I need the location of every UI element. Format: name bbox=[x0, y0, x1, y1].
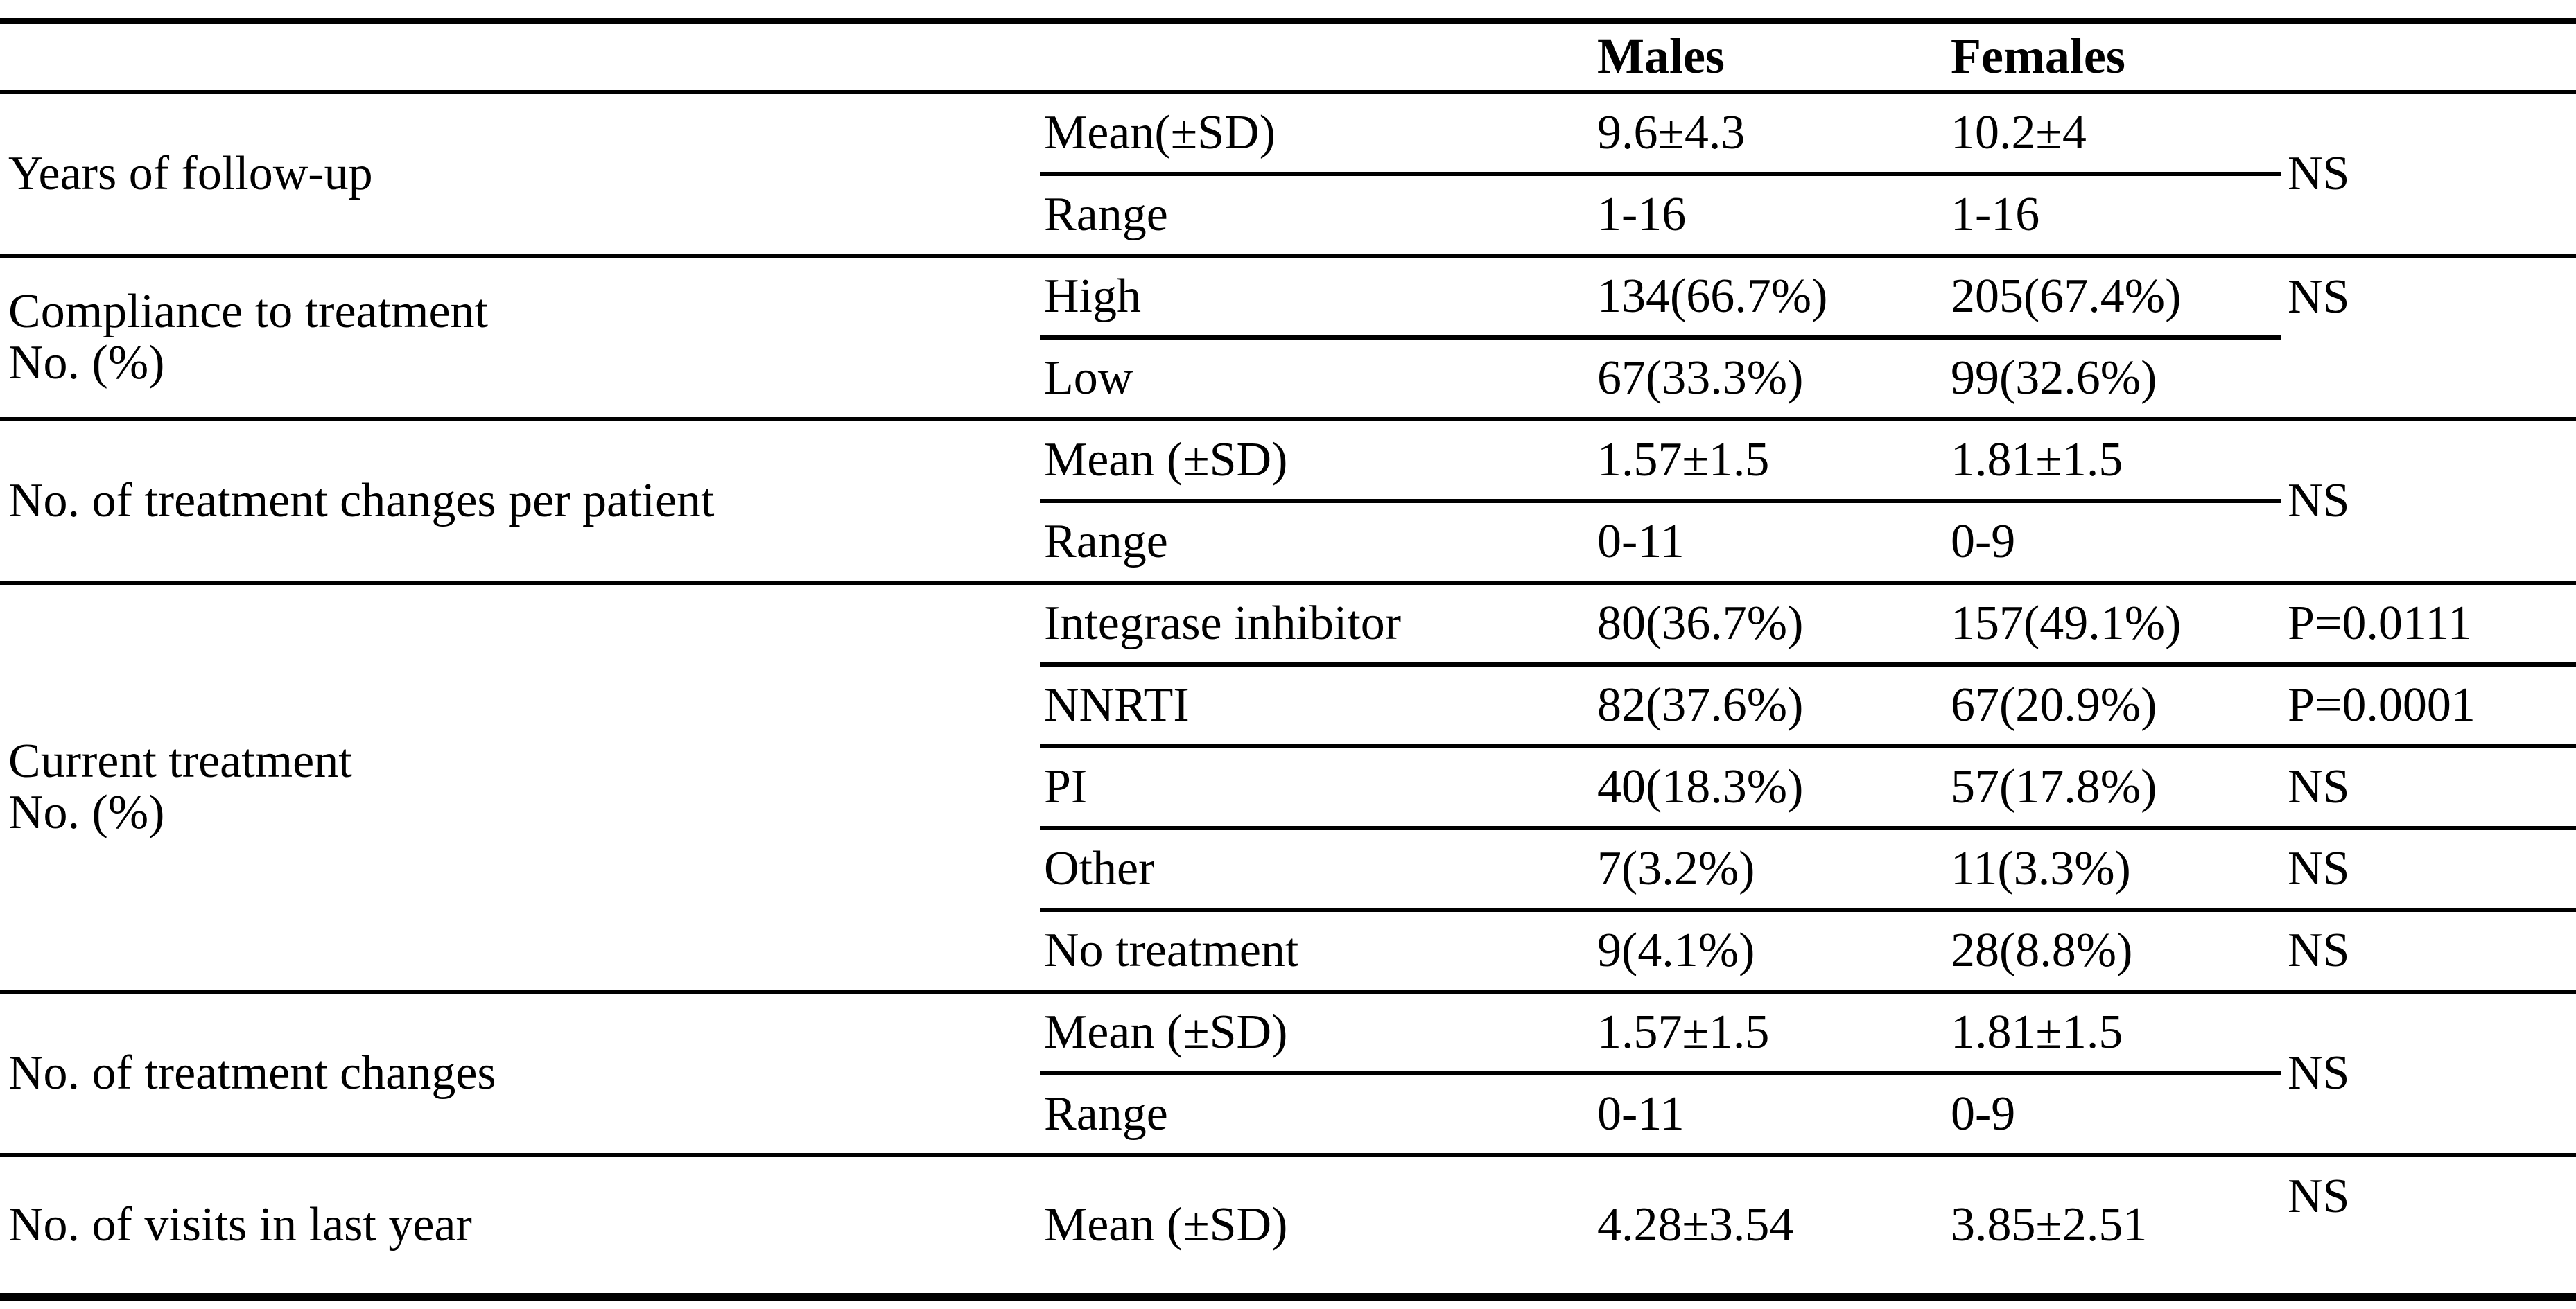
table-row: Other 7(3.2%) 11(3.3%) NS bbox=[0, 827, 2576, 912]
sub-label: PI bbox=[1040, 746, 1581, 830]
sub-label: Range bbox=[1040, 1073, 1581, 1157]
sub-label: Range bbox=[1040, 500, 1581, 585]
value-females: 1.81±1.5 bbox=[1934, 419, 2281, 503]
table-row: Years of follow-up Mean(±SD) 9.6±4.3 10.… bbox=[0, 91, 2576, 258]
header-empty-p bbox=[2281, 21, 2576, 94]
value-males: 7(3.2%) bbox=[1581, 827, 1934, 912]
sub-label: No treatment bbox=[1040, 909, 1581, 994]
p-value: NS bbox=[2281, 91, 2576, 258]
table-row: NNRTI 82(37.6%) 67(20.9%) P=0.0001 bbox=[0, 664, 2576, 748]
value-males: 9(4.1%) bbox=[1581, 909, 1934, 994]
value-females: 205(67.4%) bbox=[1934, 255, 2281, 340]
sub-label: Integrase inhibitor bbox=[1040, 582, 1581, 667]
value-females: 1-16 bbox=[1934, 173, 2281, 258]
value-males: 1.57±1.5 bbox=[1581, 991, 1934, 1075]
sub-label: NNRTI bbox=[1040, 664, 1581, 748]
p-value: NS bbox=[2281, 746, 2576, 830]
row-label-treatment-changes-per-patient: No. of treatment changes per patient bbox=[0, 419, 1040, 585]
sub-label: Range bbox=[1040, 173, 1581, 258]
value-females: 0-9 bbox=[1934, 1073, 2281, 1157]
p-value: NS bbox=[2281, 827, 2576, 912]
table-row: Range 0-11 0-9 bbox=[0, 1073, 2576, 1157]
row-label-visits-last-year: No. of visits in last year bbox=[8, 1197, 472, 1251]
value-males: 0-11 bbox=[1581, 500, 1934, 585]
header-empty-category bbox=[0, 21, 1040, 94]
p-value: NS bbox=[2281, 419, 2576, 585]
value-males: 0-11 bbox=[1581, 1073, 1934, 1157]
value-females: 57(17.8%) bbox=[1934, 746, 2281, 830]
sub-label: Mean(±SD) bbox=[1040, 91, 1581, 176]
table-row: No. of visits in last year Mean (±SD) 4.… bbox=[0, 1155, 2576, 1297]
value-females: 67(20.9%) bbox=[1934, 664, 2281, 748]
sub-label: Mean (±SD) bbox=[1044, 1197, 1288, 1251]
p-value: NS bbox=[2281, 909, 2576, 994]
value-females: 10.2±4 bbox=[1934, 91, 2281, 176]
value-females: 1.81±1.5 bbox=[1934, 991, 2281, 1075]
table-row: No. of treatment changes per patient Mea… bbox=[0, 419, 2576, 585]
value-males: 4.28±3.54 bbox=[1597, 1197, 1794, 1251]
value-males: 80(36.7%) bbox=[1581, 582, 1934, 667]
sub-label: Mean (±SD) bbox=[1040, 991, 1581, 1075]
table-row: Current treatment No. (%) Integrase inhi… bbox=[0, 582, 2576, 994]
row-label-years-of-follow-up: Years of follow-up bbox=[0, 91, 1040, 258]
row-label-current-treatment: Current treatment No. (%) bbox=[0, 582, 1040, 994]
value-females: 3.85±2.51 bbox=[1951, 1197, 2148, 1251]
value-females: 11(3.3%) bbox=[1934, 827, 2281, 912]
table-row: No. of treatment changes Mean (±SD) 1.57… bbox=[0, 991, 2576, 1157]
table-row: No treatment 9(4.1%) 28(8.8%) NS bbox=[0, 909, 2576, 994]
sub-label: Low bbox=[1040, 337, 1581, 421]
patient-characteristics-table: Males Females Years of follow-up Mean(±S… bbox=[0, 18, 2576, 1301]
value-males: 1-16 bbox=[1581, 173, 1934, 258]
p-value: P=0.0111 bbox=[2281, 582, 2576, 667]
sub-label: Mean (±SD) bbox=[1040, 419, 1581, 503]
p-value bbox=[2281, 337, 2576, 421]
p-value: P=0.0001 bbox=[2281, 664, 2576, 748]
p-value: NS bbox=[2281, 991, 2576, 1157]
table-row: PI 40(18.3%) 57(17.8%) NS bbox=[0, 746, 2576, 830]
row-label-treatment-changes: No. of treatment changes bbox=[0, 991, 1040, 1157]
p-value: NS bbox=[2288, 1169, 2350, 1223]
p-value: NS bbox=[2288, 270, 2350, 324]
row-label-compliance: Compliance to treatment No. (%) bbox=[0, 255, 1040, 421]
sub-label: High bbox=[1040, 255, 1581, 340]
value-females: 28(8.8%) bbox=[1934, 909, 2281, 994]
value-males: 9.6±4.3 bbox=[1581, 91, 1934, 176]
table-row: Compliance to treatment No. (%) High 134… bbox=[0, 255, 2576, 421]
header-empty-sub bbox=[1040, 21, 1581, 94]
table-row: Range 1-16 1-16 bbox=[0, 173, 2576, 258]
header-row: Males Females bbox=[0, 21, 2576, 94]
value-females: 99(32.6%) bbox=[1934, 337, 2281, 421]
table-row: Range 0-11 0-9 bbox=[0, 500, 2576, 585]
sub-label: Other bbox=[1040, 827, 1581, 912]
value-males: 67(33.3%) bbox=[1581, 337, 1934, 421]
header-males: Males bbox=[1581, 21, 1934, 94]
value-females: 0-9 bbox=[1934, 500, 2281, 585]
value-females: 157(49.1%) bbox=[1934, 582, 2281, 667]
header-females: Females bbox=[1934, 21, 2281, 94]
value-males: 1.57±1.5 bbox=[1581, 419, 1934, 503]
value-males: 40(18.3%) bbox=[1581, 746, 1934, 830]
table-row: Low 67(33.3%) 99(32.6%) bbox=[0, 337, 2576, 421]
value-males: 82(37.6%) bbox=[1581, 664, 1934, 748]
value-males: 134(66.7%) bbox=[1581, 255, 1934, 340]
